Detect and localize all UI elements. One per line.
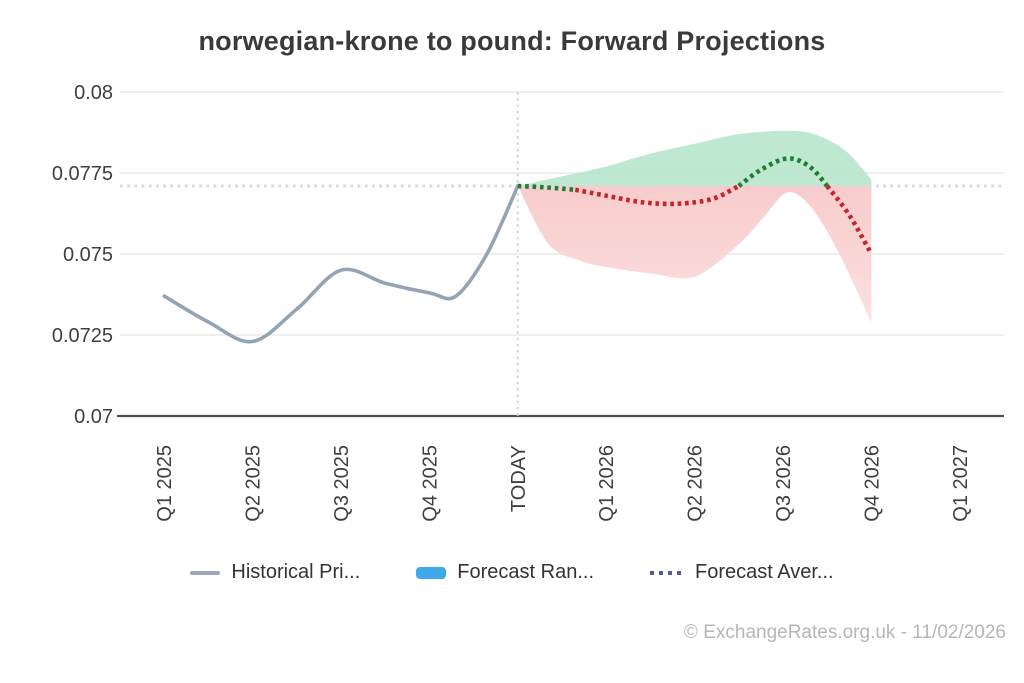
forecast-average-line xyxy=(825,184,874,256)
legend-label: Historical Pri... xyxy=(231,561,361,583)
forecast-range-swatch-icon xyxy=(416,566,447,579)
legend-label: Forecast Ran... xyxy=(457,561,595,583)
y-tick-label: 0.0775 xyxy=(52,163,113,185)
y-tick-label: 0.075 xyxy=(63,244,113,266)
x-tick-label: Q1 2026 xyxy=(596,445,618,522)
x-tick-label: Q3 2026 xyxy=(773,445,795,522)
copyright-footer: © ExchangeRates.org.uk - 11/02/2026 xyxy=(683,622,1006,643)
x-tick-label: Q2 2025 xyxy=(243,445,265,522)
legend-item-forecast-average[interactable]: Forecast Aver... xyxy=(650,561,834,584)
legend-item-historical[interactable]: Historical Pri... xyxy=(190,561,360,584)
chart-canvas: 0.07 0.0725 0.075 0.0775 0.08 Q1 2025 Q2 2025 Q… xyxy=(52,82,1004,522)
x-tick-label: Q3 2025 xyxy=(331,445,353,522)
x-tick-label: Q1 2025 xyxy=(154,445,176,522)
y-tick-label: 0.0725 xyxy=(52,325,113,347)
x-tick-label: Q4 2026 xyxy=(861,445,883,522)
x-tick-label: Q2 2026 xyxy=(685,445,707,522)
legend-item-forecast-range[interactable]: Forecast Ran... xyxy=(416,561,594,584)
y-tick-label: 0.07 xyxy=(74,406,113,428)
legend-label: Forecast Aver... xyxy=(695,561,834,583)
chart-legend: Historical Pri... Forecast Ran... Foreca… xyxy=(0,561,1024,584)
forecast-range-lower-band xyxy=(517,186,872,322)
forward-projections-chart: 0.07 0.0725 0.075 0.0775 0.08 Q1 2025 Q2 2025 Q… xyxy=(52,82,1004,522)
forecast-average-swatch-icon xyxy=(650,570,685,575)
y-tick-label: 0.08 xyxy=(74,82,113,104)
x-tick-label: Q1 2027 xyxy=(950,445,972,522)
forecast-range-upper-band xyxy=(517,130,872,186)
x-tick-label: TODAY xyxy=(508,445,530,512)
x-tick-label: Q4 2025 xyxy=(419,445,441,522)
forecast-average-line xyxy=(574,183,740,207)
historical-price-line xyxy=(162,184,520,344)
page-title: norwegian-krone to pound: Forward Projec… xyxy=(198,26,826,56)
historical-line-swatch-icon xyxy=(190,570,221,575)
